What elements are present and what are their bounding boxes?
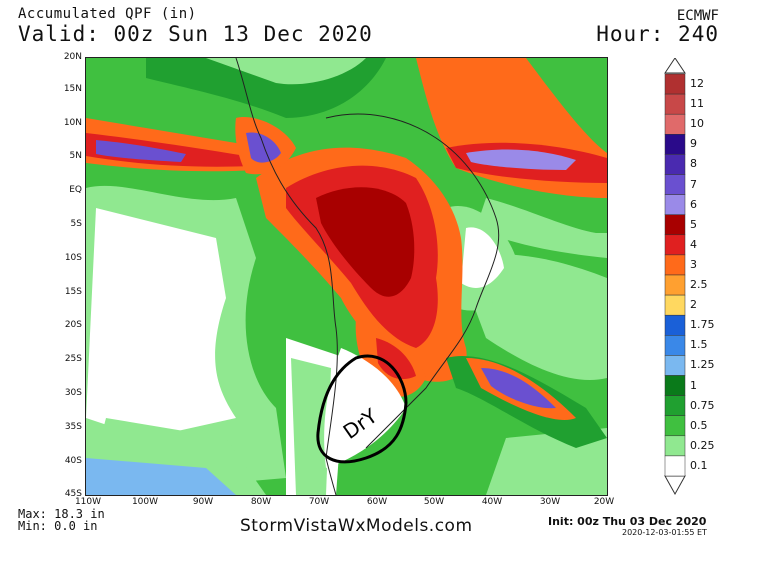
- legend-label: 0.25: [690, 438, 715, 452]
- legend-swatch: [664, 375, 686, 396]
- legend-swatch: [664, 274, 686, 296]
- dry-outline: [316, 354, 408, 464]
- lon-label: 50W: [423, 497, 445, 507]
- legend-label: 4: [690, 237, 697, 251]
- legend-label: 10: [690, 117, 704, 131]
- legend-swatch: [664, 214, 686, 236]
- legend-label: 3: [690, 257, 697, 271]
- lat-label: 25S: [64, 354, 82, 364]
- legend-label: 1: [690, 378, 697, 392]
- legend-swatch: [664, 355, 686, 376]
- legend-swatch: [664, 294, 686, 316]
- legend-swatch: [664, 455, 686, 477]
- lon-label: 60W: [366, 497, 388, 507]
- model-name: ECMWF: [676, 8, 719, 24]
- lat-label: 20N: [63, 52, 82, 62]
- legend-label: 7: [690, 177, 697, 191]
- lat-label: 45S: [64, 489, 82, 499]
- lat-label: 15N: [63, 84, 82, 94]
- lon-label: 110W: [74, 497, 102, 507]
- legend-label: 6: [690, 197, 697, 211]
- legend-label: 0.1: [690, 458, 708, 472]
- lat-label: 5N: [69, 151, 82, 161]
- legend-swatch: [664, 73, 686, 95]
- lat-label: 40S: [64, 456, 82, 466]
- lat-label: 30S: [64, 388, 82, 398]
- legend-bar: [664, 58, 686, 496]
- min-value: Min: 0.0 in: [18, 519, 98, 533]
- lat-label: 15S: [64, 287, 82, 297]
- lon-label: 70W: [308, 497, 330, 507]
- legend-swatch: [664, 395, 686, 416]
- legend-swatch: [664, 435, 686, 457]
- legend-swatch: [664, 134, 686, 155]
- legend-label: 5: [690, 217, 697, 231]
- timestamp: 2020-12-03-01:55 ET: [622, 528, 707, 537]
- legend-label: 1.5: [690, 338, 708, 352]
- precip-map: DrY: [85, 57, 608, 496]
- lat-label: 5S: [70, 219, 82, 229]
- legend-label: 12: [690, 77, 704, 91]
- legend-swatch: [664, 174, 686, 195]
- legend-swatch: [664, 93, 686, 115]
- lon-label: 20W: [593, 497, 615, 507]
- legend-label: 2: [690, 298, 697, 312]
- precip-field: DrY: [86, 58, 607, 495]
- legend-label: 1.75: [690, 318, 715, 332]
- lat-label: EQ: [69, 185, 82, 195]
- legend-swatch: [664, 113, 686, 135]
- lat-label: 35S: [64, 422, 82, 432]
- lon-label: 40W: [481, 497, 503, 507]
- legend-swatch: [664, 254, 686, 276]
- legend-label: 0.5: [690, 418, 708, 432]
- legend-label: 11: [690, 97, 704, 111]
- init-time: Init: 00z Thu 03 Dec 2020: [548, 515, 707, 528]
- valid-time: Valid: 00z Sun 13 Dec 2020: [18, 22, 373, 46]
- lon-label: 100W: [131, 497, 159, 507]
- legend-label: 9: [690, 137, 697, 151]
- site-name: StormVistaWxModels.com: [240, 516, 473, 536]
- legend-swatch: [664, 154, 686, 175]
- max-value: Max: 18.3 in: [18, 507, 105, 521]
- lon-label: 80W: [250, 497, 272, 507]
- lon-label: 90W: [192, 497, 214, 507]
- lat-label: 10N: [63, 118, 82, 128]
- legend-swatch: [664, 194, 686, 215]
- map-title: Accumulated QPF (in): [18, 6, 197, 22]
- legend-top-arrow: [664, 58, 686, 74]
- legend-swatch: [664, 415, 686, 437]
- legend-swatch: [664, 234, 686, 256]
- legend-label: 8: [690, 157, 697, 171]
- stats: Max: 18.3 in Min: 0.0 in: [18, 508, 105, 532]
- lon-label: 30W: [539, 497, 561, 507]
- legend-label: 0.75: [690, 398, 715, 412]
- legend-bottom-arrow: [664, 475, 686, 496]
- lat-label: 10S: [64, 253, 82, 263]
- forecast-hour: Hour: 240: [596, 22, 719, 46]
- legend-label: 2.5: [690, 278, 708, 292]
- lat-label: 20S: [64, 320, 82, 330]
- legend-swatch: [664, 335, 686, 356]
- legend-label: 1.25: [690, 358, 715, 372]
- legend-swatch: [664, 314, 686, 336]
